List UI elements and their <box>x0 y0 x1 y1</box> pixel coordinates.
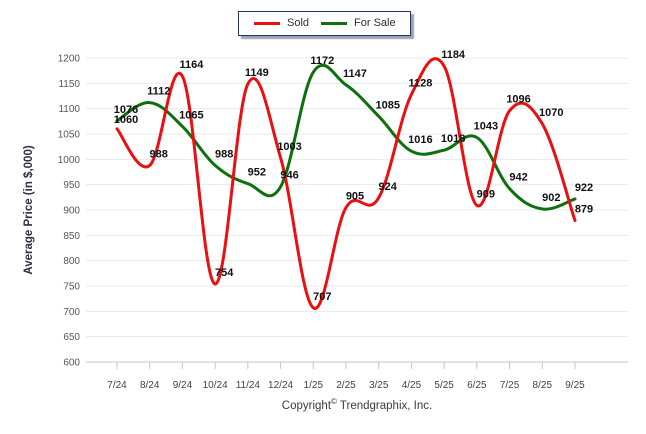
sold-line <box>115 57 577 310</box>
y-tick-label: 900 <box>63 206 80 217</box>
for-sale-point-label: 952 <box>248 167 266 179</box>
for-sale-point-label: 1112 <box>147 86 170 98</box>
x-tick-label: 8/25 <box>533 380 553 391</box>
sold-point-label: 1070 <box>539 107 563 119</box>
x-tick-label: 2/25 <box>336 380 356 391</box>
copyright-symbol: © <box>331 397 337 407</box>
y-tick-label: 1050 <box>58 130 81 141</box>
for-sale-point-label: 1147 <box>343 68 367 80</box>
y-tick-label: 700 <box>63 307 80 318</box>
for-sale-point-label: 1085 <box>375 99 399 111</box>
y-tick-label: 1100 <box>58 104 80 115</box>
sold-point-label: 988 <box>150 148 168 160</box>
for-sale-line-swatch <box>321 22 348 25</box>
y-tick-label: 1200 <box>58 54 81 65</box>
legend-label-for-sale: For Sale <box>354 17 396 29</box>
sold-point-label: 1149 <box>245 67 269 79</box>
sold-point-label: 1164 <box>179 59 204 71</box>
for-sale-point-label: 988 <box>215 148 233 160</box>
y-tick-label: 1000 <box>58 155 81 166</box>
sold-point-label: 707 <box>313 291 331 303</box>
legend-label-sold: Sold <box>287 17 310 29</box>
y-tick-label: 600 <box>63 358 80 369</box>
x-tick-label: 9/24 <box>173 380 193 391</box>
sold-point-label: 879 <box>575 204 593 216</box>
sold-point-label: 1060 <box>114 114 138 126</box>
copyright-word: Copyright <box>281 400 332 412</box>
x-tick-label: 7/24 <box>107 380 127 391</box>
x-tick-label: 4/25 <box>402 380 422 391</box>
x-tick-label: 10/24 <box>203 380 228 391</box>
sold-point-label: 754 <box>215 267 234 279</box>
for-sale-point-label: 946 <box>280 170 298 182</box>
x-tick-label: 1/25 <box>304 380 324 391</box>
copyright-text: Copyright© Trendgraphix, Inc. <box>86 397 628 412</box>
x-tick-label: 3/25 <box>369 380 389 391</box>
sold-point-label: 924 <box>379 181 398 193</box>
x-tick-label: 8/24 <box>140 380 160 391</box>
x-tick-label: 12/24 <box>268 380 293 391</box>
for-sale-point-label: 1172 <box>310 55 334 67</box>
sold-point-label: 1096 <box>506 94 530 106</box>
legend-item-for-sale: For Sale <box>321 18 396 29</box>
for-sale-point-label: 1076 <box>114 104 138 116</box>
for-sale-point-label: 902 <box>542 192 560 204</box>
for-sale-point-label: 1065 <box>179 109 203 121</box>
for-sale-point-label: 942 <box>509 172 527 184</box>
for-sale-point-label: 1018 <box>441 133 465 145</box>
for-sale-point-label: 922 <box>575 182 593 194</box>
y-tick-label: 650 <box>63 332 80 343</box>
y-tick-label: 750 <box>63 282 80 293</box>
legend-item-sold: Sold <box>254 18 309 29</box>
sold-line-swatch <box>254 22 280 25</box>
y-tick-label: 800 <box>63 256 80 267</box>
sold-point-label: 905 <box>346 190 364 202</box>
for-sale-point-label: 1016 <box>408 134 432 146</box>
x-tick-label: 5/25 <box>434 380 454 391</box>
sold-point-label: 1128 <box>408 77 432 89</box>
x-tick-label: 11/24 <box>236 380 261 391</box>
chart-legend: Sold For Sale <box>238 11 411 36</box>
y-tick-label: 950 <box>63 180 80 191</box>
x-tick-label: 6/25 <box>467 380 487 391</box>
for-sale-point-label: 1043 <box>474 121 498 133</box>
y-tick-label: 850 <box>63 231 80 242</box>
x-tick-label: 7/25 <box>500 380 520 391</box>
y-tick-label: 1150 <box>58 79 80 90</box>
y-axis-title: Average Price (in $,000) <box>23 145 35 275</box>
sold-point-label: 909 <box>477 188 495 200</box>
x-tick-label: 9/25 <box>565 380 585 391</box>
copyright-company: Trendgraphix, Inc. <box>339 400 433 412</box>
sold-point-label: 1003 <box>277 141 301 153</box>
sold-point-label: 1184 <box>441 49 466 61</box>
